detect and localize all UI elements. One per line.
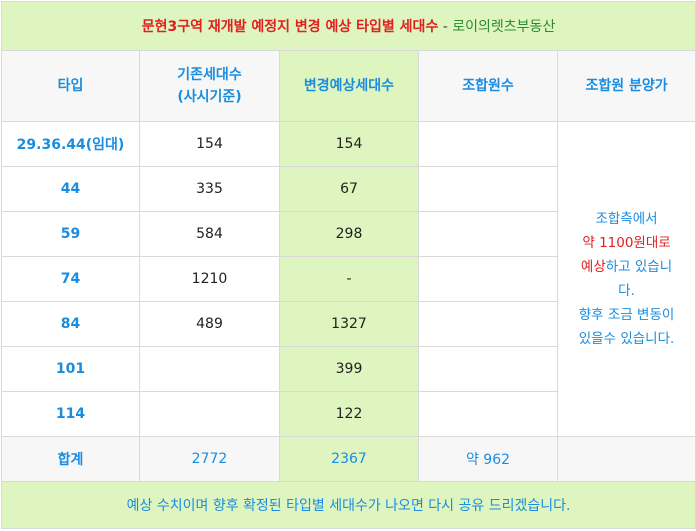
total-members: 약 962 [418,436,558,482]
cell-type: 101 [1,346,140,392]
cell-type: 44 [1,166,140,212]
table-row: 101 399 [1,346,696,392]
cell-type: 84 [1,301,140,347]
cell-expected: 399 [279,346,419,392]
table-row: 29.36.44(임대) 154 154 조합측에서 약 1100원대로 예상하… [1,121,696,437]
title-source: 로이의렛츠부동산 [452,19,556,35]
total-expected: 2367 [279,436,419,482]
cell-type: 29.36.44(임대) [1,121,140,167]
cell-expected: 298 [279,211,419,257]
title-main: 문현3구역 재개발 예정지 변경 예상 타입별 세대수 [141,19,439,35]
header-row: 타입 기존세대수 (사시기준) 변경예상세대수 조합원수 조합원 분양가 [1,50,696,122]
table-row: 74 1210 - [1,256,696,302]
cell-members [418,391,558,437]
cell-members [418,301,558,347]
total-row: 합계 2772 2367 약 962 [1,436,696,482]
cell-members [418,211,558,257]
table-row: 44 335 67 [1,166,696,212]
header-member-price: 조합원 분양가 [556,50,696,122]
footer-note: 예상 수치이며 향후 확정된 타입별 세대수가 나오면 다시 공유 드리겠습니다… [0,481,696,529]
cell-existing: 584 [139,211,280,257]
note-line3-red: 예상 [580,259,606,275]
header-existing-line1: 기존세대수 [177,67,242,83]
cell-type: 74 [1,256,140,302]
cell-members [418,166,558,212]
note-line4: 다. [618,283,635,299]
cell-members [418,121,558,167]
note-line3-rest: 하고 있습니 [605,259,673,275]
cell-existing [139,346,280,392]
cell-members [418,256,558,302]
note-line5: 향후 조금 변동이 [578,307,675,323]
cell-expected: 1327 [279,301,419,347]
footer-row: 예상 수치이며 향후 확정된 타입별 세대수가 나오면 다시 공유 드리겠습니다… [0,481,696,529]
note-line6: 있을수 있습니다. [578,331,675,347]
table-title: 문현3구역 재개발 예정지 변경 예상 타입별 세대수 - 로이의렛츠부동산 [0,1,696,51]
header-members: 조합원수 [418,50,558,122]
cell-members [418,346,558,392]
header-expected: 변경예상세대수 [279,50,419,122]
cell-existing: 154 [139,121,280,167]
cell-expected: 122 [279,391,419,437]
total-member-price [556,436,696,482]
total-existing: 2772 [139,436,280,482]
title-separator: - [438,19,453,35]
cell-existing [139,391,280,437]
header-existing: 기존세대수 (사시기준) [139,50,280,122]
member-price-note: 조합측에서 약 1100원대로 예상하고 있습니 다. 향후 조금 변동이 있을… [556,121,696,437]
cell-expected: 67 [279,166,419,212]
table-row: 84 489 1327 [1,301,696,347]
note-line2: 약 1100원대로 [582,235,671,251]
cell-existing: 335 [139,166,280,212]
header-existing-line2: (사시기준) [177,89,242,105]
cell-expected: - [279,256,419,302]
cell-existing: 489 [139,301,280,347]
table-row: 59 584 298 [1,211,696,257]
cell-expected: 154 [279,121,419,167]
total-label: 합계 [1,436,140,482]
header-type: 타입 [1,50,140,122]
title-row: 문현3구역 재개발 예정지 변경 예상 타입별 세대수 - 로이의렛츠부동산 [0,1,696,51]
cell-type: 114 [1,391,140,437]
cell-type: 59 [1,211,140,257]
note-line1: 조합측에서 [595,211,658,227]
cell-existing: 1210 [139,256,280,302]
